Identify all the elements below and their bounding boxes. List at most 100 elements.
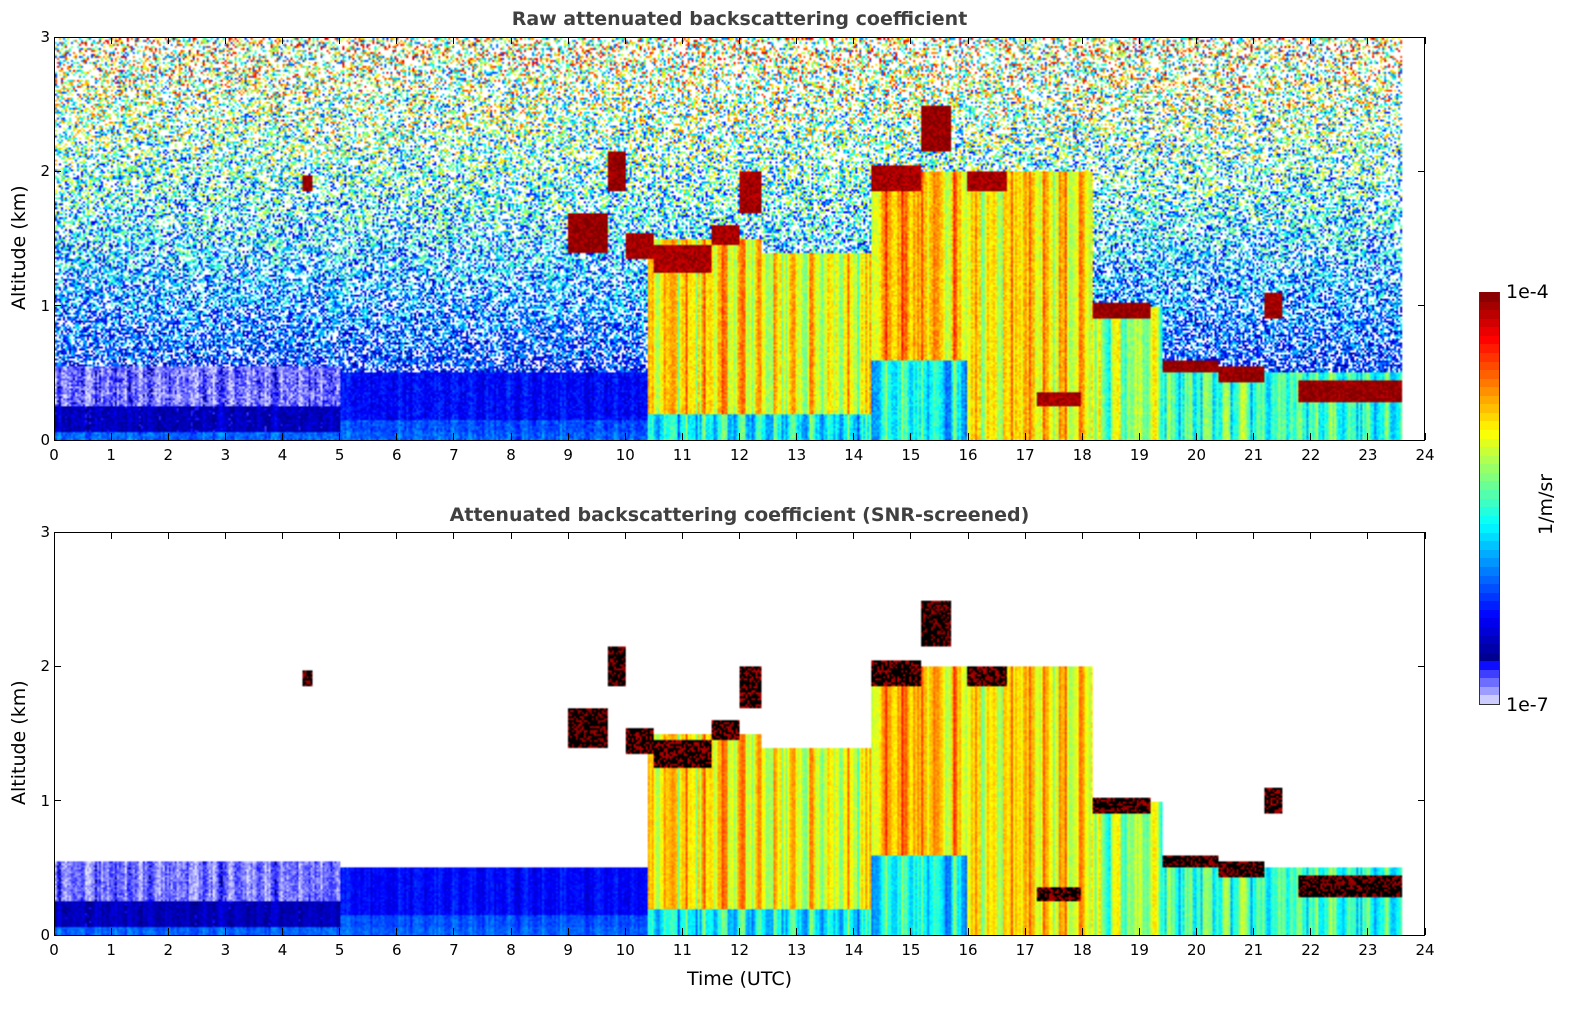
x-tick-mark: [567, 928, 569, 935]
x-tick-mark: [739, 532, 740, 539]
x-tick-mark: [1081, 532, 1083, 539]
x-tick-mark: [567, 37, 569, 44]
colorbar-band: [1480, 531, 1499, 542]
x-tick-mark: [967, 532, 969, 539]
colorbar-band: [1480, 582, 1499, 593]
x-tick-mark: [282, 532, 283, 539]
colorbar-band: [1480, 600, 1499, 610]
x-tick-mark: [453, 532, 455, 539]
y-tick-mark: [54, 800, 61, 802]
colorbar-band: [1480, 326, 1499, 336]
x-tick-mark: [224, 37, 226, 44]
colorbar-band: [1480, 385, 1499, 396]
x-tick-mark: [1310, 37, 1312, 44]
x-tick-label: 18: [1072, 446, 1092, 464]
x-tick-mark: [1310, 532, 1312, 539]
x-tick-label: 3: [220, 941, 231, 959]
y-tick-label: 0: [40, 926, 50, 944]
y-tick-mark: [1418, 305, 1425, 307]
x-tick-mark: [796, 433, 798, 440]
x-tick-mark: [1081, 928, 1083, 935]
x-tick-mark: [510, 433, 512, 440]
x-tick-mark: [339, 37, 341, 44]
x-tick-label: 23: [1358, 446, 1378, 464]
x-tick-label: 17: [1015, 446, 1035, 464]
x-tick-mark: [453, 433, 455, 440]
colorbar-band: [1480, 445, 1499, 456]
x-tick-mark: [910, 532, 912, 539]
y-tick-mark: [54, 439, 61, 441]
x-tick-label: 6: [391, 941, 402, 959]
colorbar-band: [1480, 591, 1499, 602]
x-tick-mark: [853, 928, 855, 935]
colorbar: [1479, 291, 1500, 705]
x-tick-mark: [1367, 532, 1369, 539]
y-tick-mark: [1418, 531, 1425, 533]
x-tick-mark: [1367, 433, 1369, 440]
x-tick-mark: [224, 433, 226, 440]
x-tick-mark: [453, 928, 455, 935]
x-tick-mark: [1138, 928, 1140, 935]
x-tick-mark: [1196, 532, 1197, 539]
x-tick-mark: [853, 532, 855, 539]
x-tick-mark: [224, 928, 226, 935]
colorbar-band: [1480, 659, 1499, 670]
colorbar-band: [1480, 308, 1499, 319]
raw-heatmap-canvas: [55, 38, 1424, 440]
x-tick-mark: [1253, 532, 1255, 539]
x-tick-mark: [339, 433, 341, 440]
colorbar-band: [1480, 540, 1499, 550]
x-tick-label: 21: [1244, 941, 1264, 959]
y-tick-mark: [1418, 800, 1425, 802]
x-tick-mark: [1024, 433, 1026, 440]
colorbar-band: [1480, 420, 1499, 431]
colorbar-band: [1480, 694, 1499, 704]
x-tick-label: 19: [1129, 941, 1149, 959]
colorbar-band: [1480, 368, 1499, 379]
colorbar-band: [1480, 411, 1499, 422]
x-tick-label: 16: [958, 446, 978, 464]
raw-y-axis-label: Altitude (km): [8, 185, 30, 310]
x-tick-label: 20: [1186, 941, 1207, 959]
colorbar-band: [1480, 480, 1499, 490]
x-tick-mark: [167, 532, 169, 539]
colorbar-band: [1480, 343, 1499, 353]
colorbar-band: [1480, 317, 1499, 328]
x-tick-mark: [396, 532, 398, 539]
x-tick-mark: [453, 37, 455, 44]
x-tick-mark: [1424, 433, 1426, 440]
colorbar-band: [1480, 377, 1499, 388]
x-tick-mark: [739, 37, 740, 44]
colorbar-band: [1480, 428, 1499, 439]
x-tick-mark: [1253, 433, 1255, 440]
x-tick-mark: [1196, 433, 1197, 440]
y-tick-mark: [1418, 170, 1425, 172]
x-tick-mark: [681, 433, 683, 440]
colorbar-band: [1480, 668, 1499, 679]
x-tick-mark: [1367, 37, 1369, 44]
y-tick-mark: [1418, 439, 1425, 441]
x-tick-mark: [396, 37, 398, 44]
colorbar-band: [1480, 360, 1499, 371]
y-tick-mark: [1418, 665, 1425, 667]
x-tick-mark: [396, 928, 398, 935]
snr-heatmap-canvas: [55, 533, 1424, 935]
x-tick-label: 5: [334, 941, 345, 959]
x-tick-label: 13: [787, 941, 807, 959]
colorbar-band: [1480, 651, 1499, 662]
x-tick-label: 4: [277, 941, 288, 959]
colorbar-band: [1480, 497, 1499, 508]
x-tick-mark: [110, 532, 112, 539]
x-tick-mark: [510, 928, 512, 935]
x-tick-label: 7: [449, 941, 459, 959]
x-tick-label: 4: [277, 446, 288, 464]
x-tick-label: 8: [506, 446, 516, 464]
y-tick-mark: [1418, 934, 1425, 936]
x-tick-mark: [739, 928, 740, 935]
x-tick-label: 10: [615, 941, 635, 959]
colorbar-band: [1480, 351, 1499, 362]
x-tick-mark: [1024, 532, 1026, 539]
snr-plot-title: Attenuated backscattering coefficient (S…: [449, 504, 1030, 526]
colorbar-band: [1480, 291, 1499, 302]
x-tick-label: 3: [220, 446, 231, 464]
